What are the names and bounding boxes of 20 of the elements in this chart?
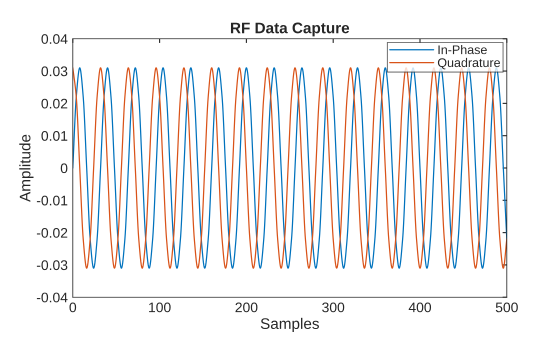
x-tick-label: 500 bbox=[496, 302, 518, 312]
y-tick-label: -0.01 bbox=[36, 196, 68, 206]
legend-label: Quadrature bbox=[438, 58, 500, 70]
y-tick-label: 0 bbox=[60, 163, 68, 174]
y-tick-label: -0.04 bbox=[36, 292, 68, 302]
x-tick-label: 300 bbox=[322, 302, 344, 312]
legend-label: In-Phase bbox=[438, 45, 487, 54]
y-axis-title: Amplitude bbox=[19, 134, 34, 202]
chart-title: RF Data Capture bbox=[230, 22, 350, 36]
y-tick-label: 0.01 bbox=[41, 131, 68, 141]
x-tick-label: 200 bbox=[236, 302, 258, 312]
y-tick-label: 0.04 bbox=[41, 34, 68, 44]
x-tick-label: 0 bbox=[69, 302, 76, 312]
x-tick-label: 400 bbox=[408, 302, 432, 312]
y-tick-label: 0.03 bbox=[41, 66, 68, 76]
y-tick-label: -0.03 bbox=[36, 260, 68, 270]
x-tick-label: 100 bbox=[149, 302, 171, 312]
y-tick-label: 0.02 bbox=[41, 98, 68, 109]
x-axis-title: Samples bbox=[260, 318, 319, 332]
y-tick-label: -0.02 bbox=[36, 228, 68, 238]
